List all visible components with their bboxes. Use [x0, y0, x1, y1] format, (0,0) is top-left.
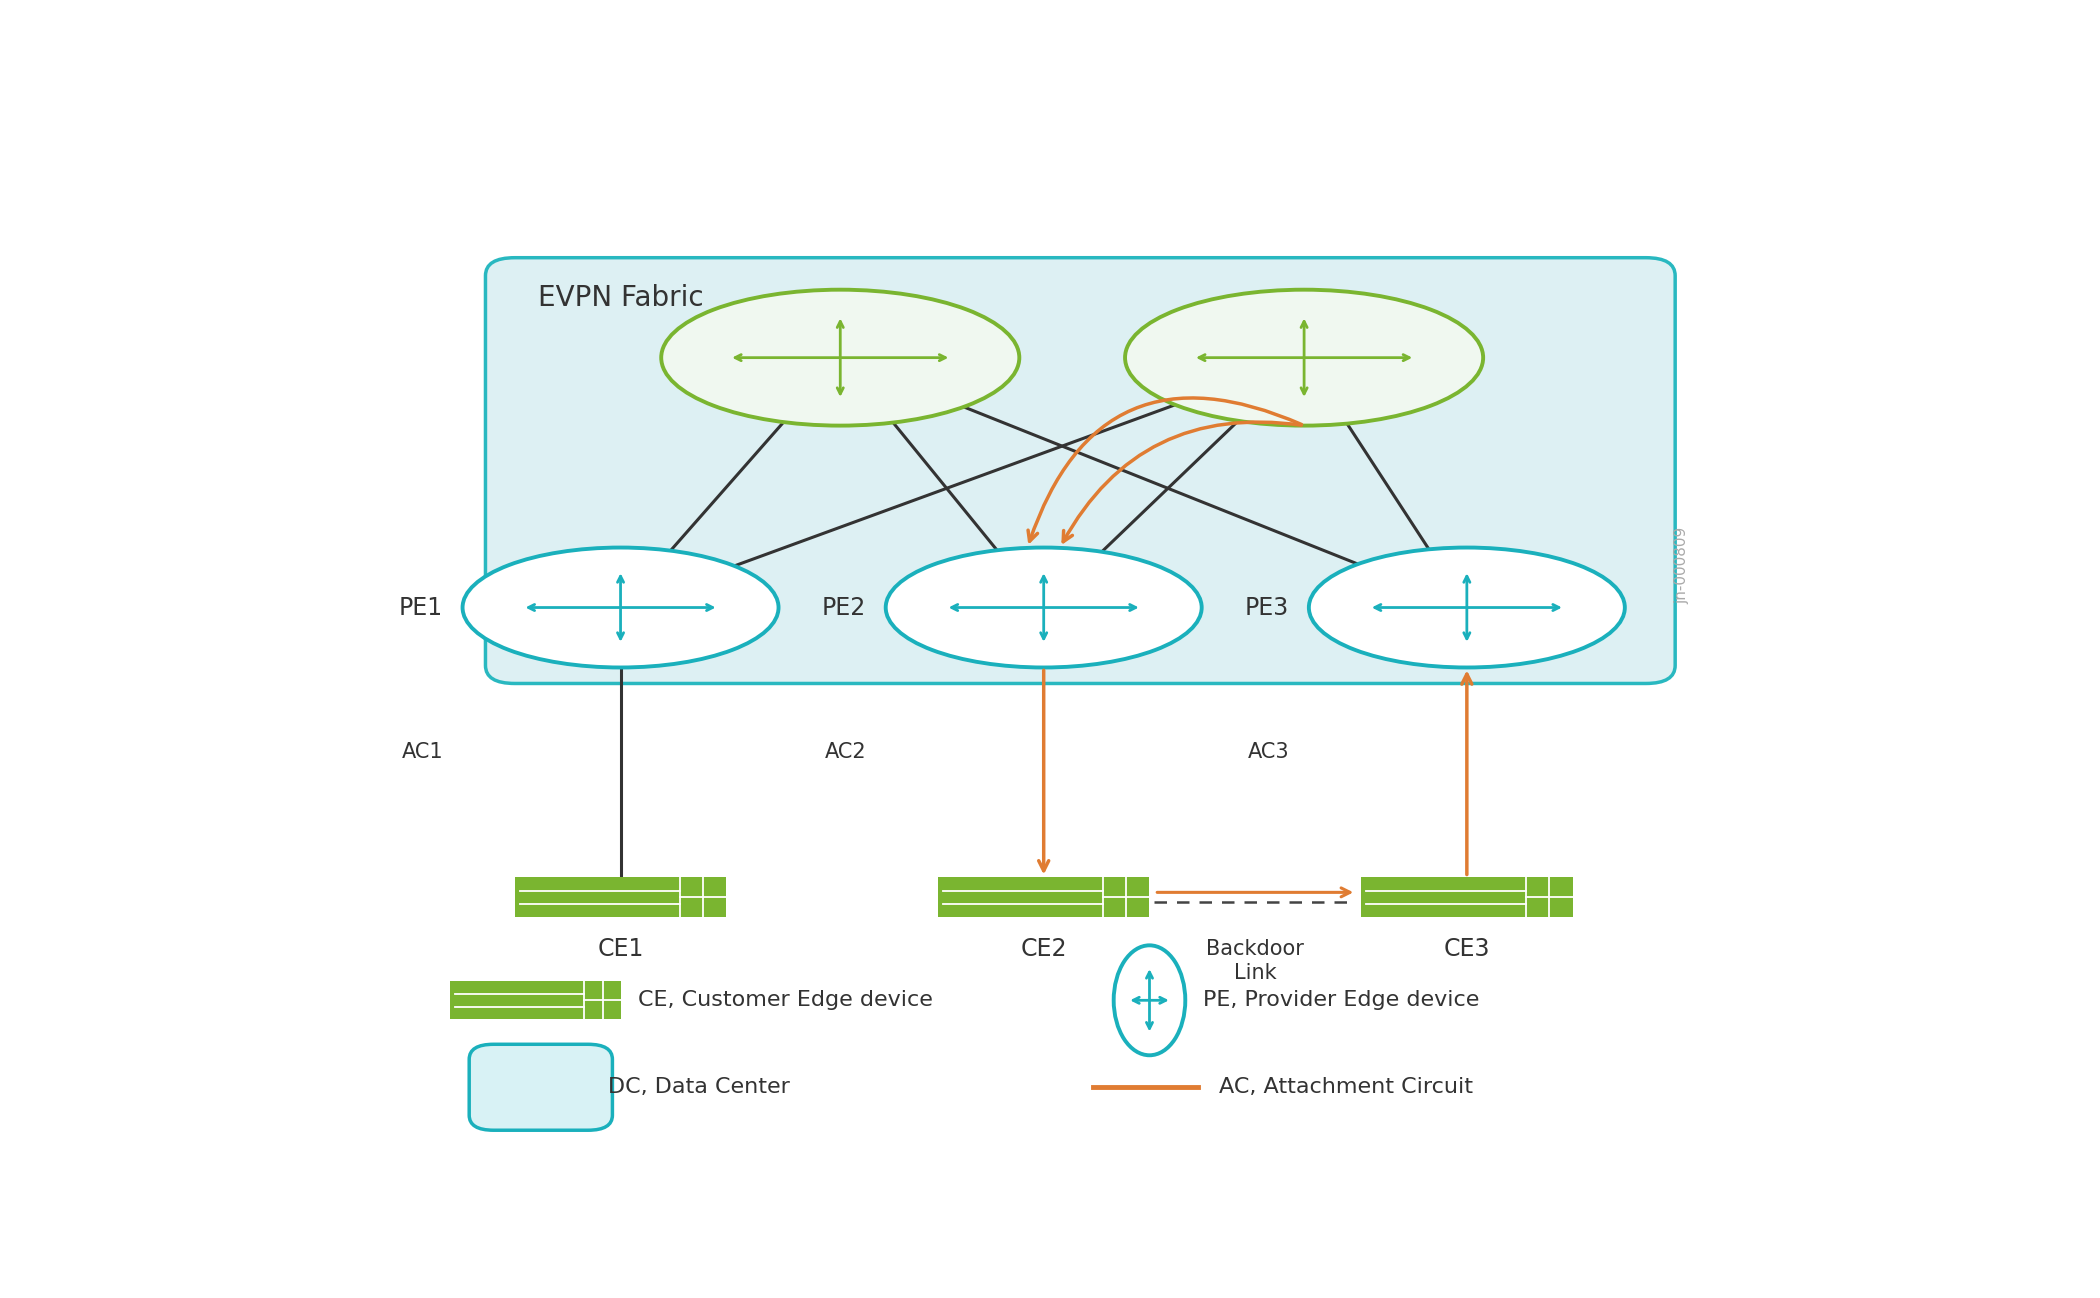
Text: PE3: PE3	[1245, 596, 1289, 619]
FancyBboxPatch shape	[939, 877, 1149, 918]
Ellipse shape	[1126, 289, 1483, 426]
Text: CE1: CE1	[596, 937, 645, 962]
Text: CE3: CE3	[1443, 937, 1491, 962]
Ellipse shape	[662, 289, 1018, 426]
Text: Backdoor
Link: Backdoor Link	[1205, 940, 1304, 983]
Text: PE1: PE1	[399, 596, 443, 619]
Text: DC, Data Center: DC, Data Center	[607, 1077, 790, 1097]
FancyBboxPatch shape	[514, 877, 727, 918]
FancyBboxPatch shape	[468, 1045, 613, 1131]
Ellipse shape	[462, 548, 779, 667]
Text: PE2: PE2	[821, 596, 865, 619]
Text: CE2: CE2	[1021, 937, 1067, 962]
Text: AC1: AC1	[401, 742, 443, 762]
Text: AC3: AC3	[1247, 742, 1289, 762]
FancyBboxPatch shape	[452, 981, 622, 1019]
FancyBboxPatch shape	[485, 258, 1676, 684]
Text: jn-000809: jn-000809	[1674, 527, 1688, 604]
Text: PE, Provider Edge device: PE, Provider Edge device	[1203, 990, 1480, 1010]
Text: AC, Attachment Circuit: AC, Attachment Circuit	[1220, 1077, 1474, 1097]
FancyBboxPatch shape	[1361, 877, 1573, 918]
Text: EVPN Fabric: EVPN Fabric	[538, 284, 704, 312]
Text: CE, Customer Edge device: CE, Customer Edge device	[638, 990, 932, 1010]
Ellipse shape	[886, 548, 1201, 667]
Ellipse shape	[1113, 945, 1184, 1055]
Text: AC2: AC2	[825, 742, 865, 762]
Ellipse shape	[1308, 548, 1625, 667]
